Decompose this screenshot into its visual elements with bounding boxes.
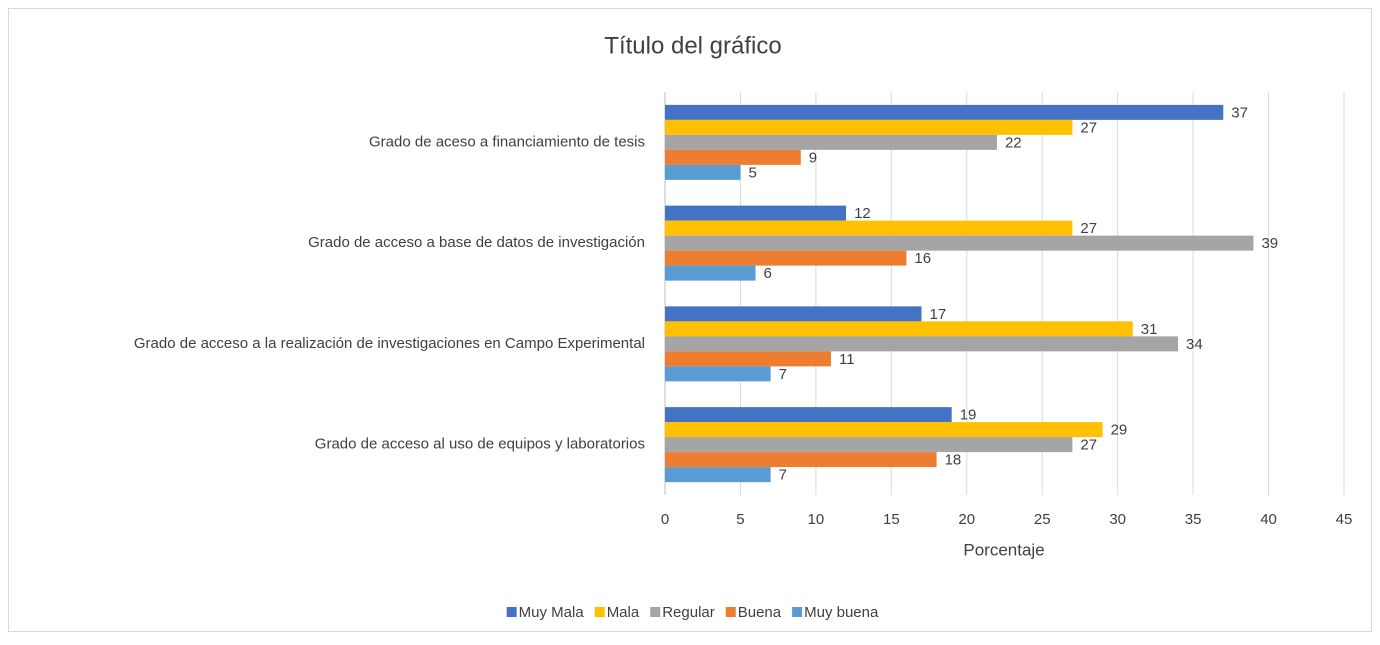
bar	[665, 422, 1103, 438]
data-label: 27	[1080, 220, 1097, 237]
data-label: 18	[945, 452, 962, 469]
bar	[665, 119, 1073, 135]
legend-swatch	[506, 607, 517, 617]
legend-swatch	[725, 607, 736, 617]
bar	[665, 437, 1073, 453]
data-label: 6	[764, 265, 772, 282]
bar	[665, 321, 1133, 337]
data-label: 16	[914, 250, 931, 267]
bar	[665, 366, 771, 382]
legend-label: Buena	[738, 604, 782, 621]
data-label: 31	[1141, 321, 1158, 338]
data-label: 9	[809, 149, 817, 166]
bar	[665, 306, 922, 322]
data-label: 5	[748, 164, 756, 181]
legend-swatch	[594, 607, 605, 617]
data-label: 7	[779, 366, 787, 383]
bar	[665, 467, 771, 483]
bar	[665, 220, 1073, 236]
x-tick-label: 45	[1336, 511, 1353, 528]
legend-swatch	[792, 607, 803, 617]
x-tick-label: 30	[1109, 511, 1126, 528]
y-tick-label: Grado de aceso a financiamiento de tesis	[369, 133, 645, 150]
data-label: 29	[1111, 422, 1128, 439]
bar	[665, 336, 1179, 352]
legend-label: Muy Mala	[519, 604, 585, 621]
bar	[665, 205, 847, 221]
data-label: 7	[779, 467, 787, 484]
bar	[665, 452, 937, 468]
x-tick-label: 15	[883, 511, 900, 528]
data-label: 37	[1231, 104, 1248, 121]
bar	[665, 407, 952, 423]
legend-swatch	[650, 607, 661, 617]
bar	[665, 265, 756, 281]
data-label: 27	[1080, 437, 1097, 454]
data-label: 22	[1005, 134, 1022, 151]
x-tick-label: 5	[736, 511, 744, 528]
legend-label: Regular	[662, 604, 715, 621]
data-label: 17	[930, 306, 947, 323]
data-label: 11	[839, 351, 855, 368]
x-tick-label: 25	[1034, 511, 1051, 528]
data-label: 39	[1261, 235, 1278, 252]
y-tick-label: Grado de acceso a base de datos de inves…	[308, 234, 645, 251]
x-tick-label: 10	[808, 511, 825, 528]
bar	[665, 250, 907, 266]
x-tick-label: 35	[1185, 511, 1202, 528]
chart-title: Título del gráfico	[604, 32, 781, 59]
legend-label: Mala	[607, 604, 640, 621]
y-tick-label: Grado de acceso a la realización de inve…	[134, 335, 645, 352]
data-label: 12	[854, 205, 871, 222]
bar	[665, 134, 997, 150]
x-tick-label: 20	[958, 511, 975, 528]
y-tick-label: Grado de acceso al uso de equipos y labo…	[315, 436, 645, 453]
bar	[665, 351, 831, 367]
x-tick-label: 40	[1260, 511, 1277, 528]
data-label: 27	[1080, 119, 1097, 136]
bar	[665, 149, 801, 165]
x-tick-label: 0	[661, 511, 669, 528]
bar	[665, 235, 1254, 251]
legend-label: Muy buena	[804, 604, 879, 621]
x-axis-label: Porcentaje	[963, 540, 1044, 559]
data-label: 19	[960, 407, 977, 424]
data-label: 34	[1186, 336, 1203, 353]
bar	[665, 104, 1224, 120]
bar	[665, 164, 741, 180]
